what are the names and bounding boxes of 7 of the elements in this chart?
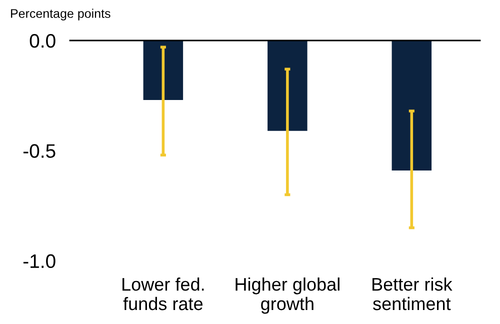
x-tick-label: Lower fed. funds rate: [122, 277, 204, 310]
x-tick-label: Better risk sentiment: [372, 277, 452, 310]
y-tick-label: -0.5: [23, 144, 56, 158]
y-axis-title: Percentage points: [11, 8, 110, 20]
x-tick-label: Higher global growth: [236, 277, 340, 314]
y-tick-label: -1.0: [23, 254, 56, 268]
y-tick-label: 0.0: [30, 34, 56, 48]
